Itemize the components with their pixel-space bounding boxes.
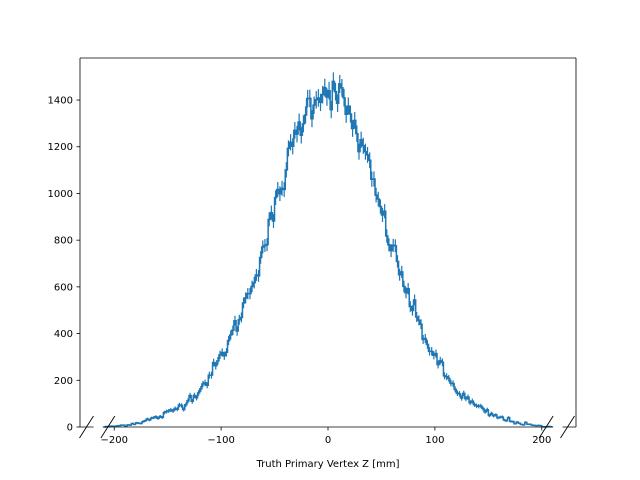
y-tick-label: 1200 (48, 142, 73, 153)
y-tick-label: 1000 (48, 189, 73, 200)
x-tick-label: −100 (207, 435, 234, 446)
y-tick-label: 800 (54, 236, 73, 247)
y-tick-label: 1400 (48, 96, 73, 107)
axis-break-mark (538, 415, 554, 439)
y-tick-label: 600 (54, 282, 73, 293)
axis-break-gap (553, 423, 563, 431)
x-tick-label: 100 (425, 435, 444, 446)
plot-area: −200 −100 0 100 200 0 200 400 600 800 1000 1200 1400 (48, 57, 577, 446)
x-tick-label: 0 (325, 435, 331, 446)
y-tick-label: 200 (54, 376, 73, 387)
axis-break-mark (79, 415, 94, 439)
y-tick-label: 0 (67, 423, 73, 434)
y-tick-label: 400 (54, 329, 73, 340)
x-tick-label: 200 (532, 435, 551, 446)
axis-break-mark (560, 415, 575, 439)
x-tick-label: −200 (100, 435, 127, 446)
axis-break-gap (93, 423, 103, 431)
x-axis-title: Truth Primary Vertex Z [mm] (256, 459, 400, 470)
axis-break-mark (100, 415, 116, 439)
